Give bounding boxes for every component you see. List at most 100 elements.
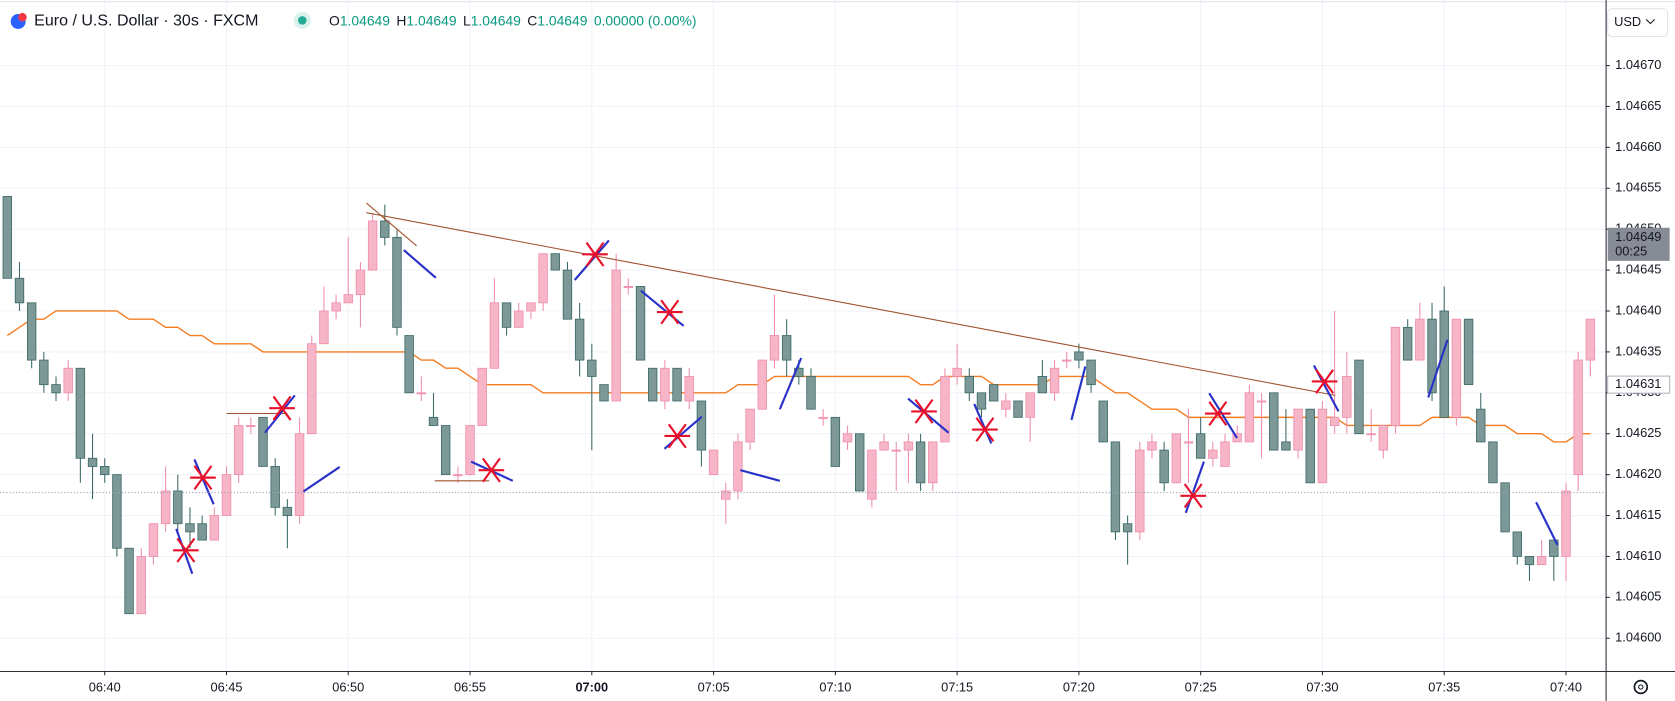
x-tick-label: 06:55 bbox=[454, 679, 486, 694]
candle-body bbox=[867, 449, 877, 500]
candle-body bbox=[1281, 441, 1291, 451]
candle-body bbox=[964, 376, 975, 394]
candle-body bbox=[1135, 449, 1145, 533]
candle-body bbox=[1147, 441, 1157, 451]
candle-body bbox=[233, 425, 244, 476]
candle-body bbox=[1049, 367, 1060, 394]
y-tick-label: 1.04640 bbox=[1615, 302, 1661, 317]
candle-body bbox=[1354, 359, 1364, 435]
axes: 1.04600 1.04605 1.04610 1.04615 1.04620 1.046… bbox=[89, 57, 1671, 694]
candle-body bbox=[465, 425, 475, 476]
chevron[interactable] bbox=[1645, 18, 1656, 25]
ohlc-value: 1.04649 bbox=[537, 12, 587, 28]
candle-body bbox=[757, 359, 767, 410]
candle-body bbox=[976, 392, 987, 410]
red-star bbox=[176, 537, 196, 563]
candle-body bbox=[355, 269, 366, 296]
blue-stroke bbox=[1427, 339, 1449, 398]
y-tick-label: 1.04645 bbox=[1615, 261, 1661, 276]
candle-body bbox=[538, 253, 548, 304]
candle-body bbox=[1390, 326, 1401, 426]
drawings bbox=[173, 202, 1559, 575]
blue-stroke bbox=[740, 469, 781, 482]
red-star bbox=[1183, 483, 1203, 509]
candle-body bbox=[1122, 523, 1133, 533]
blue-stroke bbox=[1208, 392, 1238, 439]
candle-body bbox=[1549, 539, 1559, 557]
candle-body bbox=[928, 441, 938, 484]
candle-body bbox=[1317, 408, 1328, 484]
candle-body bbox=[1378, 425, 1389, 451]
settings-button[interactable] bbox=[1633, 679, 1649, 695]
blue-stroke bbox=[1184, 461, 1205, 514]
last-price-label: 1.04649 bbox=[1615, 229, 1661, 244]
currency-box[interactable] bbox=[1607, 8, 1669, 37]
candle-body bbox=[14, 277, 25, 304]
ohlc-key: O bbox=[329, 12, 340, 28]
candle-body bbox=[1293, 408, 1303, 451]
candle-body bbox=[1512, 531, 1522, 557]
candle-body bbox=[307, 343, 317, 435]
candle-body bbox=[1220, 441, 1230, 467]
candle-body bbox=[1561, 490, 1571, 557]
last-price-box bbox=[1607, 227, 1670, 261]
y-tick-label: 1.04635 bbox=[1615, 343, 1661, 358]
candle-body bbox=[952, 367, 962, 377]
blue-stroke bbox=[264, 394, 296, 434]
currency-button[interactable]: USD bbox=[1607, 8, 1669, 37]
x-tick-label: 07:30 bbox=[1306, 679, 1338, 694]
candle-body bbox=[380, 220, 390, 238]
candle-body bbox=[270, 466, 280, 508]
candle-body bbox=[209, 515, 220, 541]
candle-body bbox=[635, 286, 646, 361]
x-tick-label: 06:45 bbox=[210, 679, 242, 694]
y-tick-label: 1.04625 bbox=[1615, 425, 1661, 440]
candle-body bbox=[526, 302, 536, 312]
candle-body bbox=[1402, 326, 1413, 361]
ohlc-value: 1.04649 bbox=[471, 12, 521, 28]
candles bbox=[2, 196, 1596, 615]
blue-stroke bbox=[193, 459, 215, 505]
candle-body bbox=[221, 474, 232, 516]
candle-body bbox=[185, 523, 195, 533]
candle-body bbox=[915, 441, 926, 484]
y-tick-label: 1.04620 bbox=[1615, 466, 1661, 481]
candle-body bbox=[1171, 433, 1182, 484]
red-star bbox=[272, 395, 292, 421]
candle-body bbox=[87, 457, 98, 467]
settings-icon[interactable] bbox=[1633, 679, 1649, 695]
candle-body bbox=[367, 220, 378, 271]
symbol-icon bbox=[18, 12, 27, 22]
candle-body bbox=[197, 523, 207, 541]
candle-body bbox=[587, 359, 597, 377]
candle-body bbox=[1476, 408, 1486, 443]
candle-body bbox=[294, 433, 305, 516]
candle-body bbox=[781, 335, 792, 361]
candle-body bbox=[124, 547, 134, 615]
candle-body bbox=[1110, 441, 1121, 533]
candle-body bbox=[806, 376, 816, 410]
y-tick-label: 1.04655 bbox=[1615, 180, 1661, 195]
candle-body bbox=[988, 384, 999, 402]
candle-body bbox=[574, 318, 585, 361]
candle-body bbox=[1366, 433, 1376, 436]
candle-body bbox=[1342, 376, 1352, 418]
y-tick-label: 1.04660 bbox=[1615, 139, 1661, 154]
candle-body bbox=[477, 367, 487, 426]
candle-body bbox=[1159, 449, 1169, 484]
candle-body bbox=[830, 416, 841, 467]
candle-body bbox=[1305, 408, 1315, 484]
red-star bbox=[1315, 369, 1335, 394]
candle-body bbox=[818, 416, 828, 419]
candle-body bbox=[258, 416, 268, 467]
currency[interactable]: USD bbox=[1614, 14, 1641, 29]
candle-body bbox=[550, 253, 560, 271]
blue-stroke bbox=[778, 357, 803, 410]
candle-body bbox=[404, 335, 414, 394]
candle-body bbox=[855, 433, 865, 492]
candle-body bbox=[1195, 433, 1206, 459]
settings-icon[interactable] bbox=[1638, 684, 1644, 690]
candle-body bbox=[173, 490, 183, 525]
